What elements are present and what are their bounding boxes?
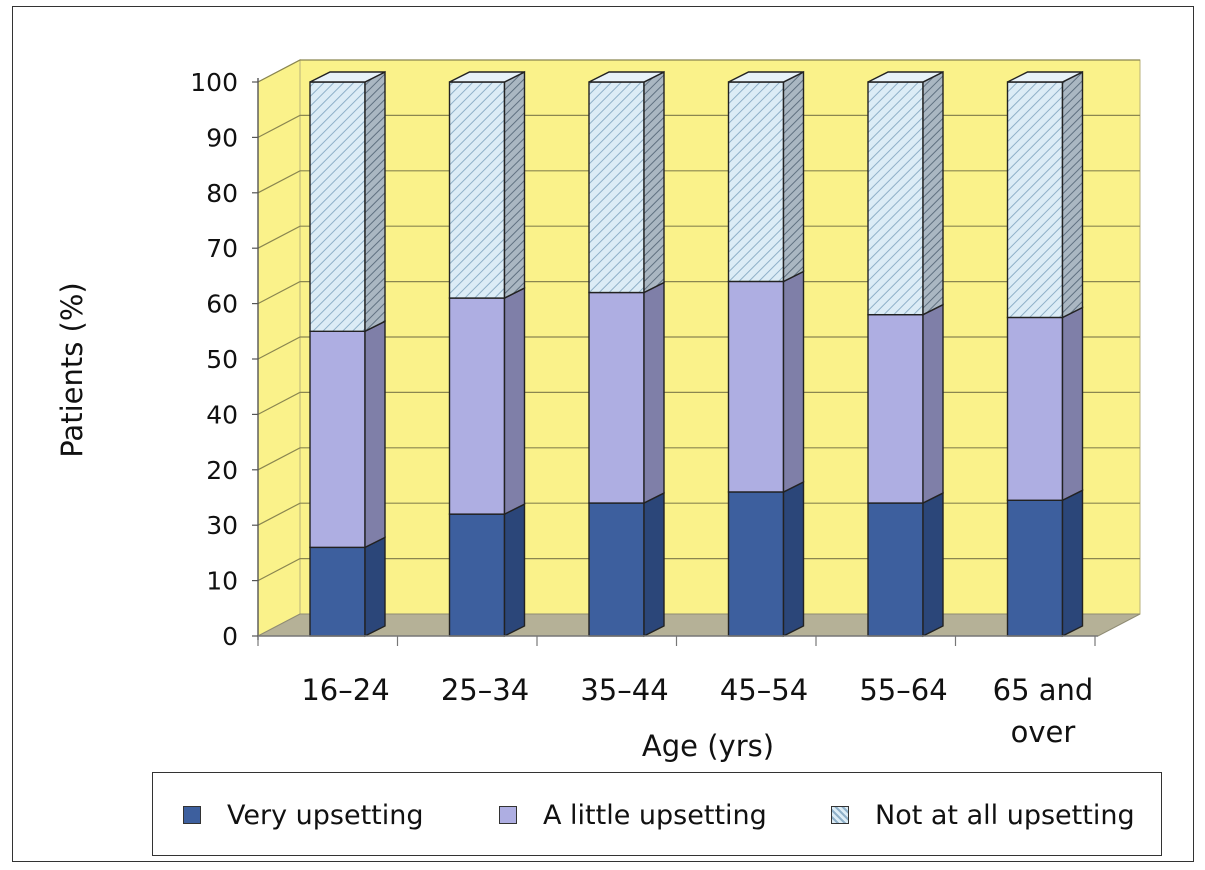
bar-segment-not-at-all-upsetting xyxy=(867,81,924,316)
gridline xyxy=(257,281,1140,305)
bar-segment-not-at-all-upsetting xyxy=(727,81,785,283)
x-tick-label: 55–64 xyxy=(859,673,947,707)
bar-segment-a-little-upsetting xyxy=(448,297,506,515)
bar-side-a-little-upsetting xyxy=(643,281,665,505)
figure-frame xyxy=(12,6,1194,862)
x-tick-label: 25–34 xyxy=(441,673,529,707)
bar-segment-not-at-all-upsetting xyxy=(588,81,645,294)
gridline xyxy=(257,557,1140,582)
bar-side-very-upsetting xyxy=(922,491,944,638)
x-tick-label: 16–24 xyxy=(301,673,389,707)
legend-swatch-not-at-all-upsetting xyxy=(831,806,849,824)
y-tick-labels: 0 10 30 20 40 50 60 70 80 90 100 xyxy=(190,68,238,651)
legend-item-not-at-all-upsetting: Not at all upsetting xyxy=(831,799,1135,831)
bar-side-very-upsetting xyxy=(503,502,526,638)
bar-stack xyxy=(867,70,944,638)
gridline xyxy=(257,391,1140,415)
bar-segment-very-upsetting xyxy=(867,502,924,637)
bar-top-not-at-all-upsetting xyxy=(309,71,386,83)
bar-side-a-little-upsetting xyxy=(1061,306,1084,502)
bar-segment-a-little-upsetting xyxy=(1006,316,1064,501)
bar-segment-very-upsetting xyxy=(588,502,645,637)
bar-side-not-at-all-upsetting xyxy=(1061,70,1084,319)
x-tick-label: 65 and xyxy=(993,673,1094,707)
bar-side-a-little-upsetting xyxy=(922,303,944,505)
y-tick-label: 50 xyxy=(206,345,238,374)
bar-segment-very-upsetting xyxy=(448,513,506,637)
bar-segment-a-little-upsetting xyxy=(309,330,366,549)
bar-segment-a-little-upsetting xyxy=(727,280,785,493)
y-tick-label: 0 xyxy=(222,622,238,651)
gridline xyxy=(257,447,1140,471)
bar-side-very-upsetting xyxy=(364,536,386,638)
bar-side-very-upsetting xyxy=(1061,489,1084,638)
x-tick-label: 45–54 xyxy=(720,673,808,707)
bar-side-not-at-all-upsetting xyxy=(643,70,665,294)
gridline xyxy=(257,336,1140,360)
y-tick-label: 30 xyxy=(206,511,238,540)
x-tick-labels: 16–24 25–34 35–44 45–54 55–64 65 and over xyxy=(301,673,1093,749)
legend-label-a-little-upsetting: A little upsetting xyxy=(543,799,767,831)
bar-segment-not-at-all-upsetting xyxy=(309,81,366,333)
bar-segment-very-upsetting xyxy=(727,491,785,637)
x-tick-label: over xyxy=(1011,715,1076,749)
y-tick-label: 40 xyxy=(206,400,238,429)
bar-top-not-at-all-upsetting xyxy=(1007,71,1083,83)
legend-item-a-little-upsetting: A little upsetting xyxy=(499,799,767,831)
bar-segment-a-little-upsetting xyxy=(867,313,924,504)
legend: Very upsetting A little upsetting Not at… xyxy=(152,772,1162,856)
bar-top-not-at-all-upsetting xyxy=(588,71,665,83)
chart-axes xyxy=(252,78,1098,646)
bar-side-a-little-upsetting xyxy=(364,320,386,549)
bar-stack xyxy=(727,70,805,638)
bar-side-very-upsetting xyxy=(782,480,805,638)
bar-side-very-upsetting xyxy=(643,491,665,638)
y-tick-label: 60 xyxy=(206,290,238,319)
legend-item-very-upsetting: Very upsetting xyxy=(183,799,424,831)
bar-segment-a-little-upsetting xyxy=(588,291,645,504)
bar-top-not-at-all-upsetting xyxy=(449,71,525,83)
gridline xyxy=(257,59,1140,83)
bar-segment-not-at-all-upsetting xyxy=(448,81,506,299)
y-tick-label: 100 xyxy=(190,68,238,97)
legend-swatch-very-upsetting xyxy=(183,806,201,824)
bar-side-not-at-all-upsetting xyxy=(503,70,526,300)
gridline xyxy=(257,114,1140,138)
bar-stack xyxy=(1006,70,1084,638)
x-tick-label: 35–44 xyxy=(580,673,668,707)
bar-side-a-little-upsetting xyxy=(503,286,526,516)
bar-segment-not-at-all-upsetting xyxy=(1006,81,1064,319)
chart-bars xyxy=(309,70,1084,638)
bar-side-not-at-all-upsetting xyxy=(922,70,944,316)
y-tick-label: 80 xyxy=(206,179,238,208)
chart-gridlines xyxy=(257,59,1140,582)
bar-stack xyxy=(309,70,386,638)
legend-label-very-upsetting: Very upsetting xyxy=(227,799,424,831)
y-tick-label: 90 xyxy=(206,123,238,152)
bar-segment-very-upsetting xyxy=(1006,499,1064,637)
bar-stack xyxy=(448,70,526,638)
y-tick-label: 20 xyxy=(206,456,238,485)
legend-swatch-a-little-upsetting xyxy=(499,806,517,824)
y-tick-label: 70 xyxy=(206,234,238,263)
bar-segment-very-upsetting xyxy=(309,546,366,637)
bar-side-a-little-upsetting xyxy=(782,270,805,494)
gridline xyxy=(257,225,1140,249)
y-axis-title: Patients (%) xyxy=(55,282,89,458)
stacked-bar-chart: 0 10 30 20 40 50 60 70 80 90 100 16–24 25–34 35–44 45… xyxy=(55,59,1141,763)
y-tick-label: 10 xyxy=(206,567,238,596)
gridline xyxy=(257,170,1140,194)
legend-label-not-at-all-upsetting: Not at all upsetting xyxy=(875,799,1135,831)
bar-top-not-at-all-upsetting xyxy=(728,71,804,83)
x-axis-title: Age (yrs) xyxy=(642,729,774,763)
bar-side-not-at-all-upsetting xyxy=(364,70,386,333)
bar-top-not-at-all-upsetting xyxy=(867,71,944,83)
bar-side-not-at-all-upsetting xyxy=(782,70,805,283)
gridline xyxy=(257,502,1140,526)
bar-stack xyxy=(588,70,665,638)
